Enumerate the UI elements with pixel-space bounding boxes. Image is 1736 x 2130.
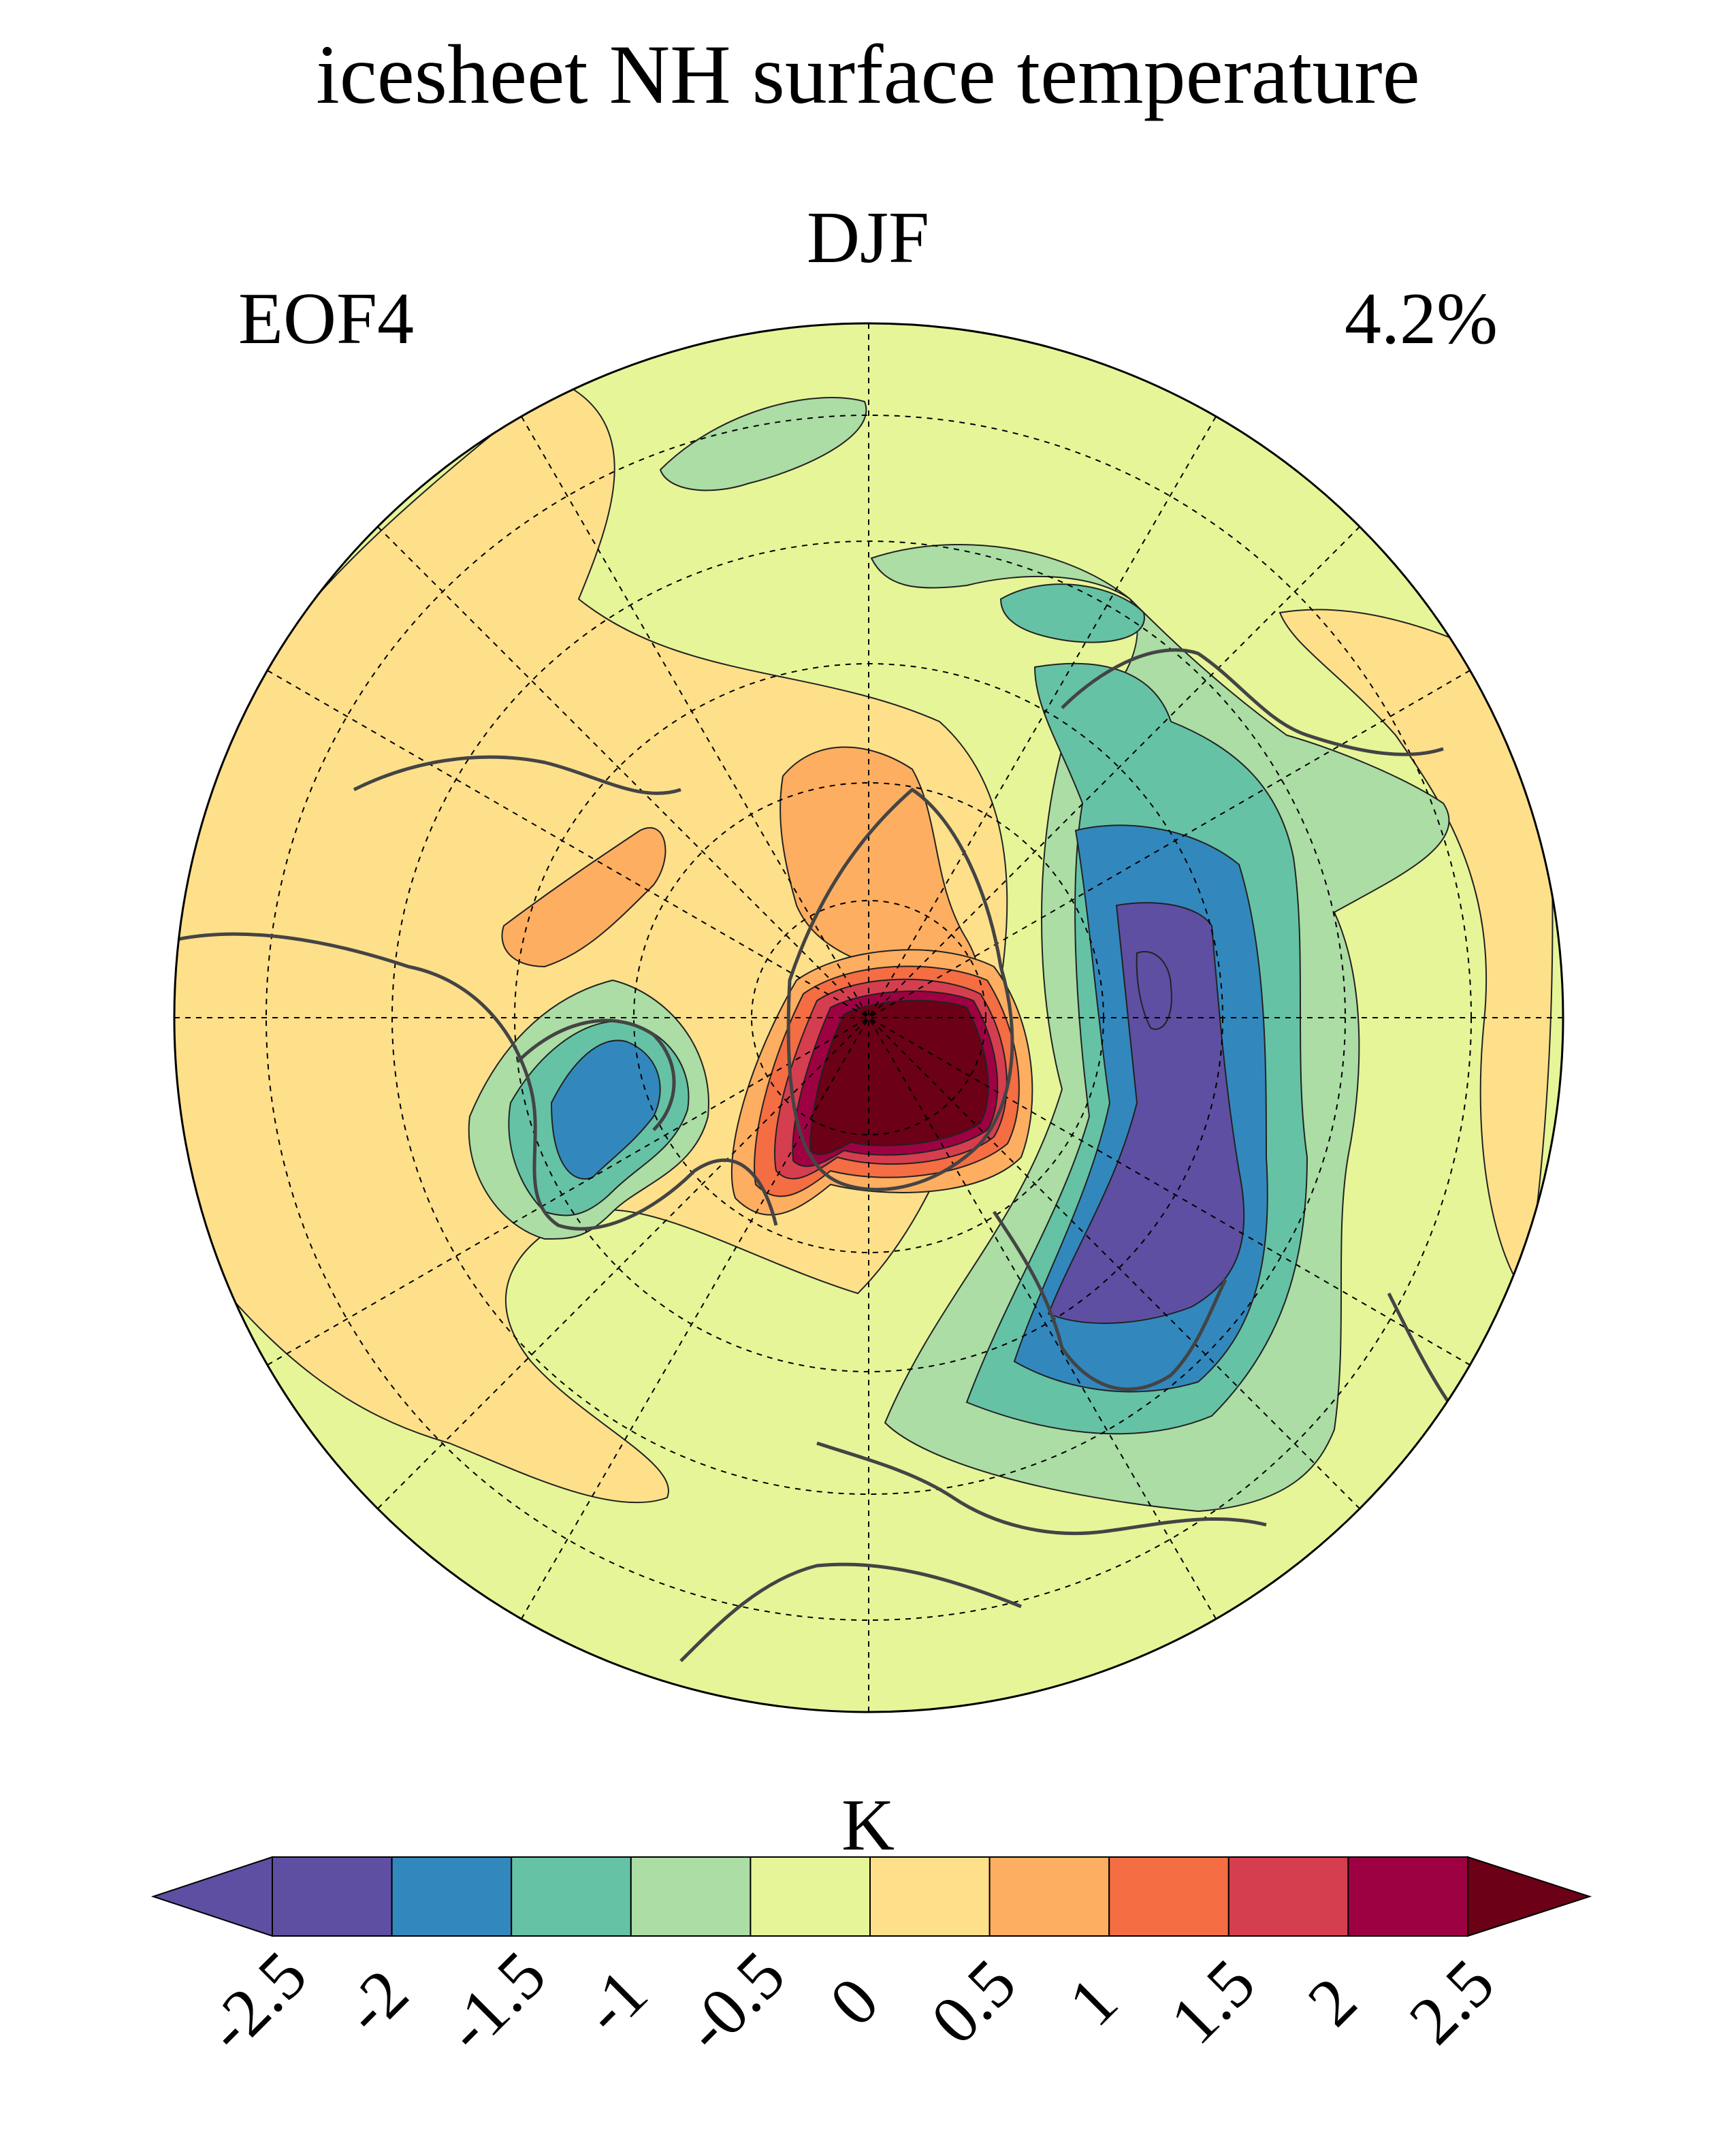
cold-patch-ne <box>999 583 1145 643</box>
coastline-eurasia-north <box>1061 648 1444 756</box>
map-field <box>174 323 1563 1712</box>
season-label: DJF <box>806 197 930 278</box>
meridian-8 <box>267 670 1470 1366</box>
meridian-5 <box>521 416 1217 1619</box>
meridian-3 <box>377 526 1360 1509</box>
colorbar-segment <box>1108 1856 1229 1937</box>
colorbar-segment <box>750 1856 871 1937</box>
colorbar-tick-label: 2.5 <box>1395 1945 1509 2059</box>
colorbar-tick-label: -2 <box>329 1955 422 2048</box>
colorbar-tick-label: 0 <box>815 1963 893 2040</box>
colorbar-segment <box>391 1856 513 1937</box>
coastline-scandinavia <box>992 1210 1227 1391</box>
colorbar-tick-label: -1 <box>568 1955 661 2048</box>
cold-patch-top <box>659 397 867 491</box>
colorbar-tick-label: 0.5 <box>916 1945 1030 2059</box>
meridian-4 <box>377 526 1360 1509</box>
colorbar-segment <box>630 1856 752 1937</box>
colorbar-unit-label: K <box>841 1785 895 1866</box>
colorbar-segment <box>869 1856 991 1937</box>
chart-title: icesheet NH surface temperature <box>316 28 1420 121</box>
coastlines <box>176 648 1560 1662</box>
coastline-hudson <box>516 1018 676 1131</box>
colorbar: -2.5 -2 -1.5 -1 -0.5 0 0.5 1 1.5 2 2.5 <box>150 1856 1592 2067</box>
eof-label: EOF4 <box>238 278 415 359</box>
warm-core-5 <box>809 999 989 1155</box>
colorbar-segment <box>988 1856 1110 1937</box>
colorbar-tick-label: -1.5 <box>430 1937 560 2066</box>
coastline-africa <box>679 1562 1022 1662</box>
cold-core-eurasia <box>1136 951 1172 1030</box>
coastline-alaska <box>353 755 681 795</box>
graticule <box>174 323 1563 1712</box>
colorbar-tick-label: -0.5 <box>669 1937 799 2066</box>
warm-patch-1 <box>501 827 666 968</box>
meridian-7 <box>267 670 1470 1366</box>
map-boundary <box>173 322 1564 1713</box>
colorbar-extend-max <box>1467 1856 1592 1937</box>
cold-region-eurasia-4 <box>1047 902 1245 1324</box>
coastline-greenland <box>786 788 1014 1191</box>
colorbar-tick-label: 2 <box>1293 1963 1371 2040</box>
cold-region-america-3 <box>550 1039 661 1180</box>
variance-label: 4.2% <box>1345 278 1498 359</box>
colorbar-tick-label: -2.5 <box>191 1937 321 2066</box>
colorbar-segment <box>511 1856 632 1937</box>
coastline-north-america <box>176 932 778 1231</box>
colorbar-segment <box>272 1856 393 1937</box>
meridian-6 <box>521 416 1217 1619</box>
coastline-europe <box>816 1441 1267 1536</box>
colorbar-extend-min <box>150 1856 273 1937</box>
colorbar-segment <box>1347 1856 1469 1937</box>
colorbar-segment <box>1227 1856 1349 1937</box>
colorbar-tick-label: 1.5 <box>1156 1945 1270 2059</box>
colorbar-tick-label: 1 <box>1055 1963 1132 2040</box>
